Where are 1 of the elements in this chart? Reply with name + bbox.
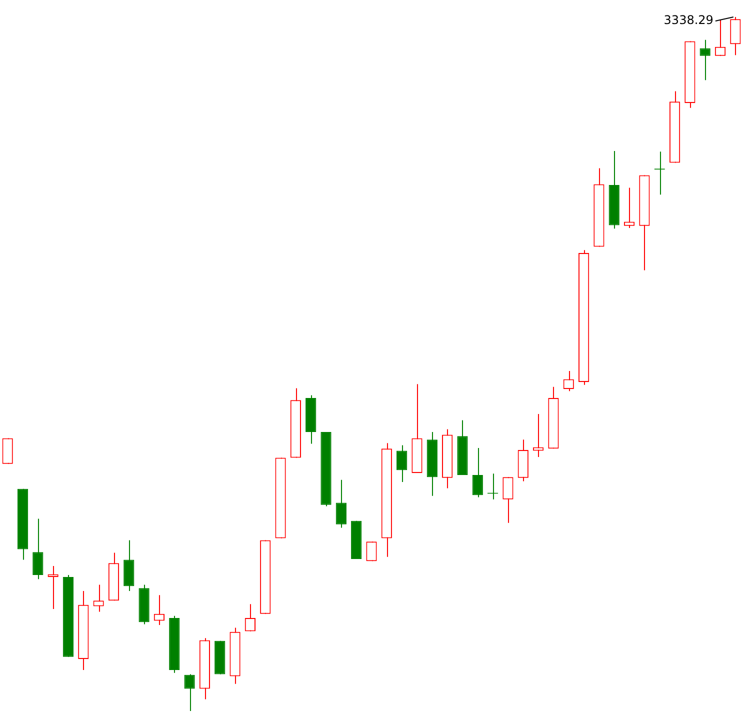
annotation: 3338.29	[664, 13, 714, 28]
